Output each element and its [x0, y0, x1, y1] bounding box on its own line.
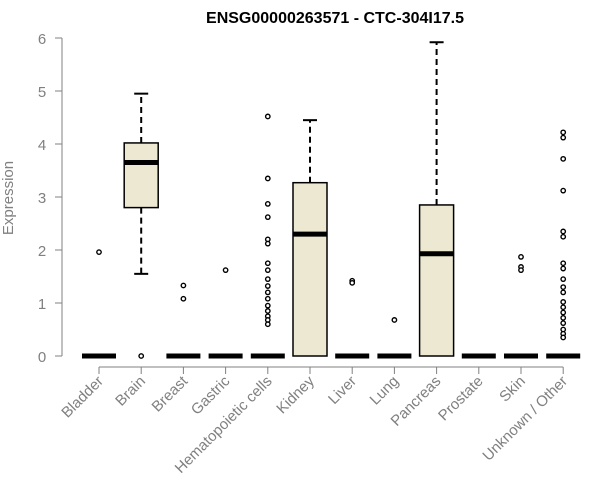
outlier-point [264, 200, 271, 207]
outlier-point [264, 276, 271, 283]
x-tick-label: Liver [325, 373, 360, 408]
outlier-point [180, 282, 187, 289]
outlier-point [560, 299, 567, 305]
outlier-point [264, 295, 271, 302]
x-tick-label: Lung [367, 373, 403, 409]
outlier-point [264, 321, 271, 328]
outlier-point [518, 253, 524, 260]
outlier-point [264, 260, 271, 267]
chart-title: ENSG00000263571 - CTC-304I17.5 [206, 10, 464, 27]
outlier-point [560, 187, 567, 194]
outlier-point [560, 276, 567, 283]
outlier-point [264, 267, 271, 274]
outlier-point [138, 353, 145, 359]
x-tick-label: Brain [112, 373, 149, 410]
y-axis: 0 1 2 3 4 5 6 [38, 31, 63, 366]
y-axis-label: Expression [0, 161, 17, 235]
y-tick-label: 3 [38, 190, 46, 207]
outlier-point [560, 284, 567, 290]
y-tick-label: 6 [38, 31, 46, 48]
outlier-point [349, 279, 356, 286]
x-tick-label: Prostate [435, 373, 487, 425]
x-tick-label: Skin [496, 373, 529, 406]
y-tick-label: 1 [38, 296, 46, 313]
box-body [123, 142, 159, 209]
boxes-layer [82, 41, 581, 359]
outlier-point [264, 214, 271, 221]
outlier-point [264, 113, 271, 120]
outlier-point [264, 289, 271, 296]
outlier-point [560, 265, 567, 272]
box-2 [166, 282, 201, 359]
box-11 [546, 129, 581, 359]
box-4 [250, 113, 285, 359]
outlier-point [518, 267, 524, 274]
outlier-point [560, 334, 567, 341]
box-7 [377, 317, 412, 359]
outlier-point [264, 240, 271, 247]
outlier-point [560, 155, 567, 162]
box-1 [123, 92, 159, 359]
outlier-point [264, 283, 271, 289]
outlier-point [264, 308, 271, 314]
outlier-point [560, 260, 567, 267]
x-tick-label: Breast [149, 372, 192, 415]
box-body [292, 181, 328, 357]
box-body [418, 204, 455, 357]
outlier-point [391, 317, 398, 323]
box-0 [82, 249, 116, 359]
outlier-point [560, 134, 567, 141]
box-8 [418, 41, 455, 357]
outlier-point [560, 314, 567, 321]
outlier-point [560, 228, 567, 235]
y-tick-label: 0 [38, 349, 46, 366]
outlier-point [560, 320, 567, 327]
y-tick-label: 5 [38, 84, 46, 101]
y-tick-label: 4 [38, 137, 46, 154]
outlier-point [560, 309, 567, 316]
box-10 [504, 253, 538, 359]
outlier-point [560, 129, 567, 136]
outlier-point [264, 175, 271, 182]
x-tick-label: Kidney [273, 372, 318, 417]
outlier-point [560, 304, 567, 311]
box-6 [335, 277, 370, 359]
y-tick-label: 2 [38, 243, 46, 260]
outlier-point [222, 267, 229, 274]
x-tick-label: Bladder [58, 373, 107, 422]
outlier-point [560, 233, 567, 240]
outlier-point [560, 289, 567, 296]
outlier-point [180, 295, 187, 302]
box-3 [208, 267, 243, 359]
box-5 [292, 119, 328, 357]
outlier-point [264, 302, 271, 309]
outlier-point [96, 249, 102, 256]
